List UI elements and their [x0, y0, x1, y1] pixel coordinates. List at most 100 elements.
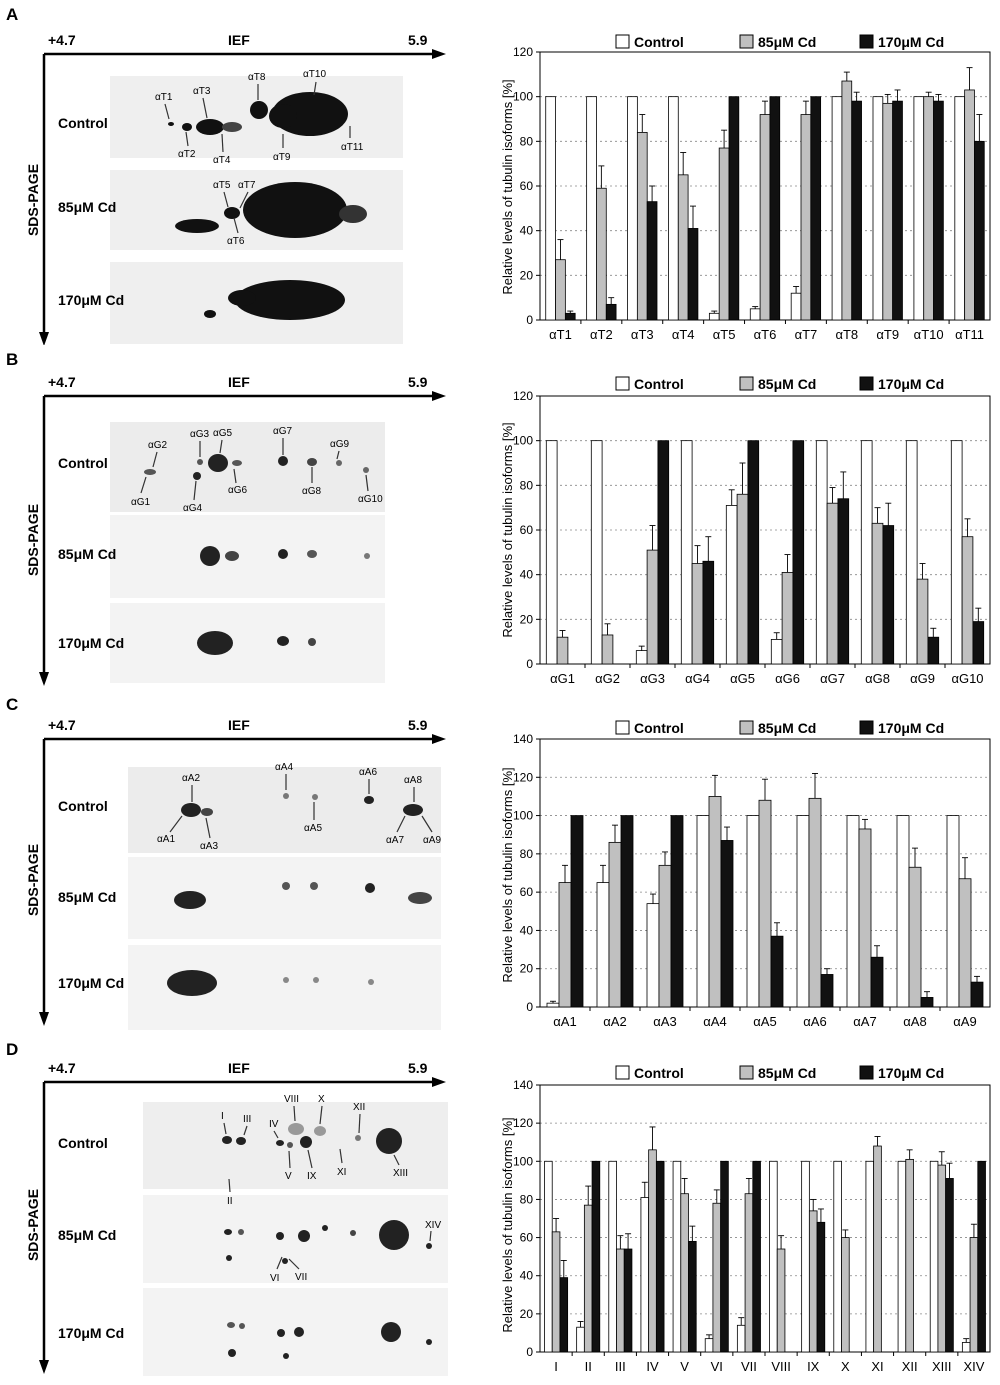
bar	[544, 1160, 553, 1353]
panel-letter: B	[6, 350, 18, 369]
legend-swatch-85cd	[739, 376, 754, 391]
x-tick-label: αG7	[820, 671, 845, 686]
x-tick-label: XIV	[963, 1359, 984, 1374]
gel-170cd	[110, 603, 385, 683]
bar	[718, 147, 730, 321]
spot-label: αA5	[304, 823, 322, 834]
row-label-85cd: 85μM Cd	[58, 1227, 116, 1243]
y-tick-label: 20	[520, 268, 534, 282]
legend-swatch-control	[615, 1065, 630, 1080]
legend: Control 85μM Cd 170μM Cd	[615, 376, 944, 392]
spot-label: αT11	[341, 142, 364, 153]
x-tick-label: αA2	[603, 1014, 626, 1029]
bar	[870, 956, 884, 1008]
ief-arrowhead	[432, 734, 446, 744]
legend-label-control: Control	[634, 1065, 684, 1081]
bar	[688, 1240, 697, 1353]
y-tick-label: 100	[513, 1154, 533, 1168]
bar	[672, 1160, 682, 1353]
bar	[747, 440, 760, 665]
row-label-control: Control	[58, 798, 108, 814]
bar	[728, 96, 740, 321]
x-tick-label: II	[585, 1359, 592, 1374]
bar	[927, 636, 940, 665]
y-tick-label: 80	[520, 1192, 534, 1206]
bar	[696, 815, 710, 1008]
bar	[860, 440, 873, 665]
spot-label: I	[221, 1111, 224, 1122]
bar	[808, 797, 822, 1008]
bar	[677, 174, 689, 321]
spot-label: αG8	[302, 486, 322, 497]
bar	[872, 96, 884, 321]
ief-right-label: 5.9	[408, 1060, 428, 1076]
y-tick-label: 80	[520, 847, 534, 861]
chart-b: Control 85μM Cd 170μM Cd Relative levels…	[500, 376, 991, 686]
row-label-170cd: 170μM Cd	[58, 1325, 124, 1341]
sds-label: SDS-PAGE	[25, 504, 41, 576]
bar	[873, 1145, 882, 1353]
spot-label: αT7	[238, 180, 256, 191]
sds-arrowhead	[39, 332, 49, 346]
sds-label: SDS-PAGE	[25, 844, 41, 916]
bar	[712, 1202, 722, 1353]
bar	[744, 1193, 754, 1353]
y-tick-label: 120	[513, 389, 533, 403]
bar	[590, 440, 603, 665]
bar	[586, 96, 597, 321]
legend-label-85cd: 85μM Cd	[758, 34, 816, 50]
bar	[841, 80, 853, 321]
bar	[608, 841, 622, 1008]
spot-arrows	[223, 1105, 432, 1270]
x-tick-label: αG3	[640, 671, 665, 686]
bar	[759, 114, 771, 321]
plot-area: 0 20 40 60 80 100 120 αG1 αG2 αG3 αG4 αG5 αG6 αG7 αG8 α…	[513, 389, 991, 686]
row-label-control: Control	[58, 115, 108, 131]
bar	[954, 96, 966, 321]
y-tick-label: 0	[526, 1000, 533, 1014]
bar	[596, 187, 607, 321]
x-tick-label: αA8	[903, 1014, 926, 1029]
bar	[937, 1164, 947, 1353]
x-tick-label: αT2	[590, 327, 613, 342]
bar	[752, 1160, 761, 1353]
chart-d: Control 85μM Cd 170μM Cd Relative levels…	[500, 1065, 991, 1374]
legend-label-85cd: 85μM Cd	[758, 720, 816, 736]
bar	[564, 312, 576, 321]
spot-arrows	[140, 438, 369, 501]
legend-swatch-control	[615, 720, 630, 735]
ief-arrowhead	[432, 49, 446, 59]
row-label-control: Control	[58, 455, 108, 471]
bar	[776, 1248, 786, 1353]
bar	[570, 815, 584, 1008]
gel-spots	[222, 1123, 432, 1359]
x-tick-label: αT11	[955, 327, 984, 342]
x-tick-label: αG2	[595, 671, 620, 686]
y-axis-label: Relative levels of tubulin isoforms [%]	[500, 422, 515, 637]
bar	[691, 563, 704, 665]
bar	[826, 502, 839, 665]
panel-b: B +4.7 IEF 5.9 SDS-PAGE	[0, 345, 1000, 690]
panel-b-svg: B +4.7 IEF 5.9 SDS-PAGE	[6, 350, 446, 686]
spot-label: αA3	[200, 841, 218, 852]
bar	[658, 864, 672, 1008]
panel-letter: A	[6, 5, 18, 24]
ief-right-label: 5.9	[408, 374, 428, 390]
y-tick-label: 80	[520, 478, 534, 492]
bar	[720, 1160, 729, 1353]
x-tick-label: αG4	[685, 671, 710, 686]
x-tick-label: αT10	[914, 327, 944, 342]
x-tick-label: αG9	[910, 671, 935, 686]
ief-left-label: +4.7	[48, 374, 76, 390]
ief-right-label: 5.9	[408, 717, 428, 733]
legend: Control 85μM Cd 170μM Cd	[615, 1065, 944, 1081]
plot-frame	[539, 1084, 991, 1353]
spot-label: αT8	[248, 72, 266, 83]
x-tick-label: XI	[871, 1359, 883, 1374]
bar	[559, 1277, 569, 1353]
bar	[605, 303, 617, 321]
spot-label: αA4	[275, 762, 293, 773]
row-label-85cd: 85μM Cd	[58, 889, 116, 905]
bar	[923, 96, 934, 321]
x-tick-label: αA5	[753, 1014, 776, 1029]
